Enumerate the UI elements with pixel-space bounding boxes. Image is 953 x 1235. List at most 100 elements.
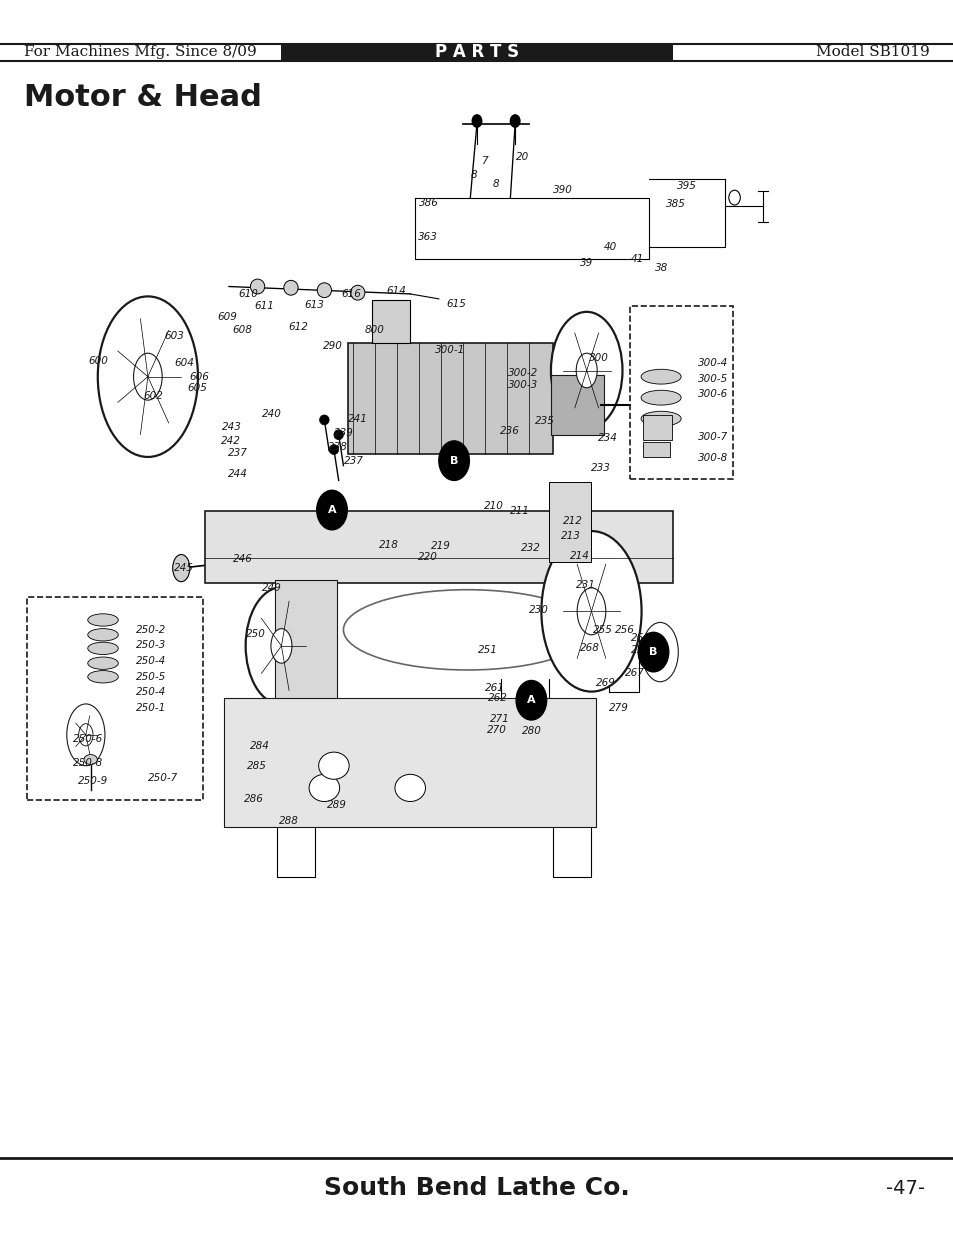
Text: 280: 280 (522, 726, 541, 736)
Text: Model SB1019: Model SB1019 (816, 46, 929, 59)
Text: 220: 220 (418, 552, 437, 562)
Text: 250-3: 250-3 (135, 640, 166, 650)
Text: 279: 279 (609, 703, 628, 713)
Ellipse shape (250, 279, 264, 294)
Text: 613: 613 (304, 300, 323, 310)
Text: 611: 611 (254, 301, 274, 311)
Text: 300-4: 300-4 (698, 358, 728, 368)
Text: 385: 385 (665, 199, 684, 209)
Ellipse shape (316, 283, 331, 298)
Text: 245: 245 (174, 563, 193, 573)
Text: 395: 395 (677, 182, 696, 191)
Text: 40: 40 (603, 242, 617, 252)
Text: 250-9: 250-9 (78, 776, 109, 785)
Text: 262: 262 (488, 693, 507, 703)
Text: 300-7: 300-7 (698, 432, 728, 442)
Text: 238: 238 (328, 442, 347, 452)
Text: 251: 251 (477, 645, 497, 655)
Ellipse shape (246, 588, 316, 705)
Text: 288: 288 (279, 816, 298, 826)
Ellipse shape (395, 774, 425, 802)
Text: 290: 290 (323, 341, 342, 351)
Text: 212: 212 (562, 516, 581, 526)
Text: -47-: -47- (885, 1178, 924, 1198)
Text: 255: 255 (593, 625, 612, 635)
Bar (372, 300, 410, 343)
Text: 608: 608 (233, 325, 252, 335)
Text: 234: 234 (598, 433, 617, 443)
Text: 604: 604 (174, 358, 193, 368)
Text: 41: 41 (630, 254, 643, 264)
Text: 800: 800 (365, 325, 384, 335)
Bar (551, 375, 603, 435)
Text: 240: 240 (262, 409, 281, 419)
Circle shape (316, 490, 347, 530)
Ellipse shape (334, 430, 343, 440)
Text: 267: 267 (624, 668, 643, 678)
Ellipse shape (540, 531, 641, 692)
Bar (27, 597, 203, 800)
Text: 214: 214 (570, 551, 589, 561)
Text: 256: 256 (615, 625, 634, 635)
Text: 250-4: 250-4 (135, 656, 166, 666)
Text: 39: 39 (579, 258, 593, 268)
Text: 614: 614 (386, 287, 405, 296)
Bar (348, 343, 553, 454)
Text: 266: 266 (631, 634, 650, 643)
Ellipse shape (318, 752, 349, 779)
Text: 242: 242 (221, 436, 240, 446)
Text: 232: 232 (521, 543, 540, 553)
Text: 390: 390 (553, 185, 572, 195)
Text: 8: 8 (471, 170, 476, 180)
Ellipse shape (284, 280, 297, 295)
Text: 250-7: 250-7 (148, 773, 178, 783)
Text: 241: 241 (348, 414, 367, 424)
Circle shape (638, 632, 668, 672)
Text: 8: 8 (493, 179, 498, 189)
Ellipse shape (309, 774, 339, 802)
Bar (281, 44, 672, 61)
Text: 211: 211 (510, 506, 529, 516)
Text: 268: 268 (579, 643, 598, 653)
Text: Motor & Head: Motor & Head (24, 83, 261, 111)
Ellipse shape (640, 369, 680, 384)
Text: 235: 235 (535, 416, 554, 426)
Ellipse shape (577, 588, 605, 635)
Text: 213: 213 (560, 531, 579, 541)
Text: B: B (450, 456, 457, 466)
Text: 602: 602 (144, 391, 163, 401)
Text: P A R T S: P A R T S (435, 43, 518, 62)
Text: For Machines Mfg. Since 8/09: For Machines Mfg. Since 8/09 (24, 46, 256, 59)
Text: 250-5: 250-5 (135, 672, 166, 682)
Text: 239: 239 (334, 429, 353, 438)
Text: A: A (526, 695, 536, 705)
Text: 270: 270 (487, 725, 506, 735)
Circle shape (516, 680, 546, 720)
Ellipse shape (88, 657, 118, 669)
Text: 605: 605 (188, 383, 207, 393)
Text: 219: 219 (431, 541, 450, 551)
Ellipse shape (78, 724, 93, 746)
Text: 250: 250 (246, 629, 265, 638)
Text: 616: 616 (341, 289, 360, 299)
Text: 612: 612 (289, 322, 308, 332)
Text: 244: 244 (228, 469, 247, 479)
Text: 603: 603 (165, 331, 184, 341)
Ellipse shape (88, 642, 118, 655)
Text: 250-2: 250-2 (135, 625, 166, 635)
Text: 615: 615 (446, 299, 465, 309)
Text: South Bend Lathe Co.: South Bend Lathe Co. (324, 1176, 629, 1200)
Bar (224, 698, 596, 827)
Text: 300-3: 300-3 (507, 380, 537, 390)
Ellipse shape (97, 296, 198, 457)
Text: 609: 609 (217, 312, 236, 322)
Bar (642, 442, 669, 457)
Ellipse shape (351, 285, 364, 300)
Text: 300-1: 300-1 (435, 345, 465, 354)
Text: 261: 261 (485, 683, 504, 693)
Bar (274, 580, 336, 704)
Text: 363: 363 (418, 232, 437, 242)
Text: 237: 237 (228, 448, 247, 458)
Bar (548, 482, 591, 562)
Ellipse shape (84, 755, 97, 764)
